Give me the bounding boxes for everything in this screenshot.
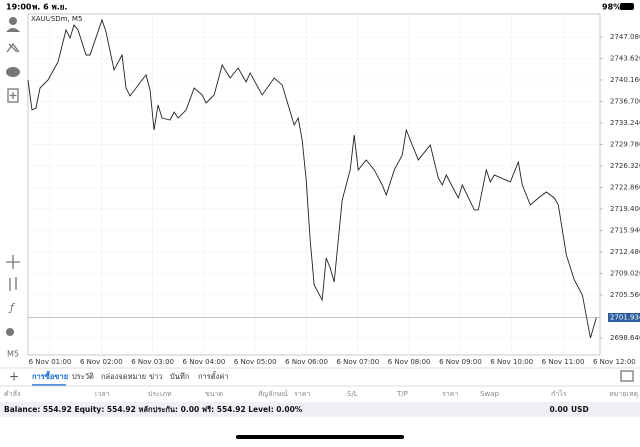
x-tick-label: 6 Nov 01:00	[29, 358, 72, 366]
price-line	[27, 18, 597, 339]
column-title: คำสั่ง	[4, 389, 20, 398]
column-title: Swap	[480, 390, 499, 398]
column-title: ราคา	[294, 390, 310, 398]
x-tick-label: 6 Nov 04:00	[183, 358, 226, 366]
x-tick-label: 6 Nov 05:00	[234, 358, 277, 366]
x-tick-label: 6 Nov 08:00	[388, 358, 431, 366]
x-tick-label: 6 Nov 07:00	[336, 358, 379, 366]
trade-icon[interactable]	[6, 42, 20, 53]
y-tick-label: 2747.080	[610, 33, 640, 41]
chart-title: XAUUSDm, M5	[31, 15, 82, 23]
status-time: 19:00	[6, 3, 32, 12]
column-title: ประเภท	[148, 390, 172, 398]
plot: 2747.080 2743.620 2740.160 2736.700 2733.240…	[27, 14, 640, 366]
y-tick-label: 2719.400	[610, 205, 640, 213]
y-tick-label: 2733.240	[610, 119, 640, 127]
y-tick-label: 2726.320	[610, 162, 640, 170]
x-tick-label: 6 Nov 12:00	[593, 358, 636, 366]
x-tick-label: 6 Nov 03:00	[131, 358, 174, 366]
x-tick-label: 6 Nov 11:00	[542, 358, 585, 366]
x-tick-label: 6 Nov 10:00	[490, 358, 533, 366]
doc-plus	[9, 92, 17, 99]
y-tick-label: 2729.780	[610, 140, 640, 148]
left-toolbar: ƒ M5	[6, 17, 20, 359]
x-tick-label: 6 Nov 06:00	[285, 358, 328, 366]
y-tick-label: 2705.560	[610, 291, 640, 299]
profit: 0.00	[549, 405, 568, 414]
column-title: ขนาด	[205, 390, 223, 398]
y-tick-label: 2709.020	[610, 269, 640, 277]
tab[interactable]: การตั้งค่า	[198, 371, 229, 381]
y-tick-label: 2722.860	[610, 183, 640, 191]
y-tick-label: 2736.700	[610, 97, 640, 105]
home-indicator	[236, 435, 404, 439]
column-title: S/L	[347, 390, 358, 398]
account-icon[interactable]	[9, 17, 17, 25]
column-header: คำสั่ง เวลา ประเภท ขนาด สัญลักษณ์ ราคา S/L T/P ร…	[4, 389, 638, 398]
current-price-box	[608, 313, 640, 323]
tab-bar: การซื้อขาย ประวัติ กล่องจดหมาย ข่าว บันทึก กา…	[32, 370, 229, 386]
tab[interactable]: บันทึก	[170, 372, 189, 381]
account-summary: Balance: 554.92 Equity: 554.92 หลักประกั…	[4, 405, 303, 414]
account-icon-body	[6, 28, 20, 32]
crosshair-icon[interactable]	[6, 255, 20, 269]
balance-row	[0, 402, 640, 417]
column-title: T/P	[396, 390, 408, 398]
y-tick-label: 2740.160	[610, 76, 640, 84]
indicator-icon[interactable]: ƒ	[8, 301, 16, 314]
candles-icon[interactable]	[9, 277, 17, 291]
chart-frame	[27, 13, 601, 356]
x-tick-label: 6 Nov 09:00	[439, 358, 482, 366]
doc-icon[interactable]	[7, 88, 19, 103]
objects-icon[interactable]	[6, 328, 14, 336]
column-title: เวลา	[95, 390, 110, 398]
battery-percent: 98%	[602, 3, 621, 12]
column-title: กำไร	[551, 389, 567, 398]
chat-icon[interactable]	[6, 67, 20, 77]
column-title: ราคา	[442, 390, 458, 398]
current-price-label: 2701.934	[610, 314, 640, 322]
tab[interactable]: ข่าว	[149, 372, 163, 381]
add-button[interactable]: +	[9, 370, 19, 384]
window-icon[interactable]	[620, 370, 634, 382]
status-date: พ. 6 พ.ย.	[32, 3, 68, 12]
x-tick-label: 6 Nov 02:00	[80, 358, 123, 366]
timeframe[interactable]: M5	[7, 350, 19, 359]
y-tick-label: 2698.640	[610, 334, 640, 342]
column-title: หมายเหตุ	[609, 390, 638, 398]
tab[interactable]: การซื้อขาย	[32, 370, 68, 381]
y-tick-label: 2715.940	[610, 226, 640, 234]
currency: USD	[571, 405, 589, 414]
battery-icon	[620, 3, 634, 10]
tab[interactable]: กล่องจดหมาย	[101, 372, 146, 381]
y-tick-label: 2743.620	[610, 54, 640, 62]
column-title: สัญลักษณ์	[258, 390, 288, 398]
tab[interactable]: ประวัติ	[72, 372, 94, 381]
y-tick-label: 2712.480	[610, 248, 640, 256]
